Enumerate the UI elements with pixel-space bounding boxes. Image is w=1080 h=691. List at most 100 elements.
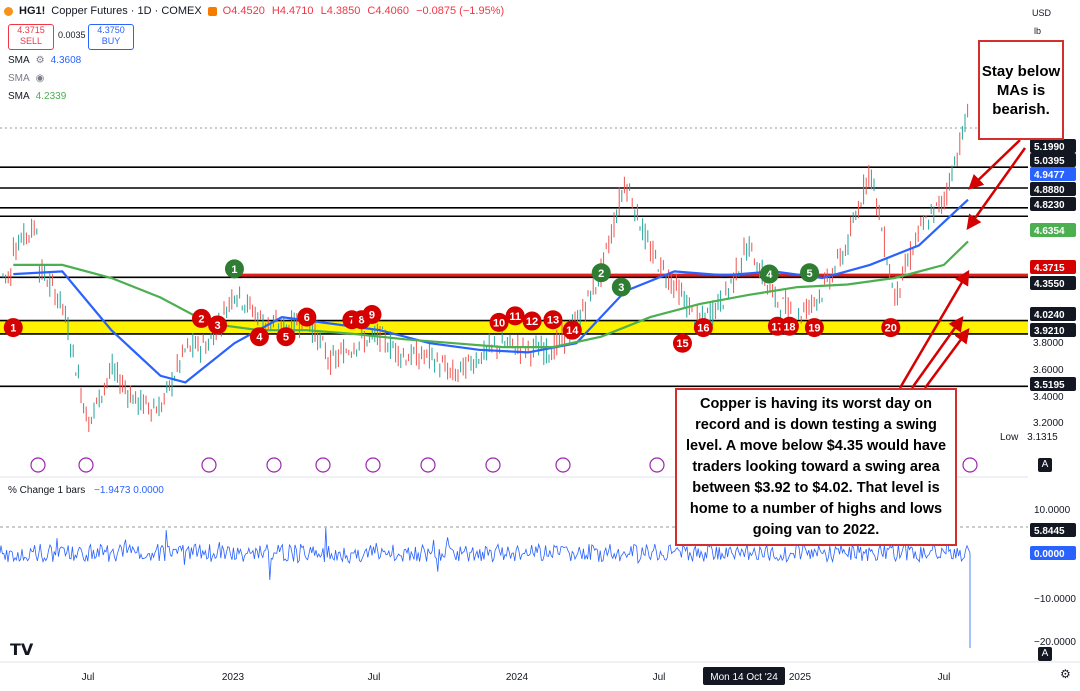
crosshair-date-label: Mon 14 Oct '24: [710, 672, 778, 683]
marker-label: 15: [676, 338, 688, 350]
marker-red-12: [522, 311, 542, 331]
x-tick-label: 2025: [789, 672, 812, 683]
price-label-bg: [1030, 276, 1076, 290]
buy-button[interactable]: 4.3750 BUY: [88, 24, 134, 50]
marker-label: 3: [214, 320, 220, 332]
price-label: 3.5195: [1034, 380, 1065, 391]
marker-label: 4: [766, 269, 773, 281]
symbol[interactable]: HG1!: [19, 5, 46, 17]
marker-red-9: [362, 305, 382, 325]
marker-label: 1: [10, 323, 16, 335]
pct-change-values: −1.9473 0.0000: [94, 485, 164, 496]
auto-scale-button-lower[interactable]: A: [1038, 647, 1052, 661]
indicator-sma-2[interactable]: SMA ◉: [8, 73, 44, 84]
indicator-sma-1[interactable]: SMA ⚙ 4.3608: [8, 55, 81, 66]
unit-label[interactable]: lb: [1034, 26, 1042, 36]
price-label: 3.9210: [1034, 326, 1065, 337]
marker-red-10: [489, 312, 509, 332]
pct-change-legend[interactable]: % Change 1 bars −1.9473 0.0000: [8, 485, 164, 496]
y-tick-label: 3.4000: [1033, 392, 1064, 403]
annotation-arrow: [923, 327, 970, 389]
marker-red-6: [297, 307, 317, 327]
event-icon: [365, 457, 381, 473]
marker-label: 8: [358, 315, 364, 327]
event-icon: [201, 457, 217, 473]
event-icon: [649, 457, 665, 473]
marker-label: 6: [304, 312, 310, 324]
eye-icon[interactable]: ◉: [35, 73, 45, 84]
price-label: 4.0240: [1034, 310, 1065, 321]
price-label: 5.1990: [1034, 142, 1065, 153]
x-tick-label: Jul: [368, 672, 381, 683]
indicator-sma-3[interactable]: SMA 4.2339: [8, 91, 66, 102]
buy-label: BUY: [101, 36, 121, 46]
price-label-bg: [1030, 307, 1076, 321]
change-value: −0.0875 (−1.95%): [416, 5, 505, 17]
pct-tick-label: −10.0000: [1034, 594, 1076, 605]
indicator-label: SMA: [8, 55, 30, 66]
indicator-value: 4.2339: [35, 91, 67, 102]
pct-label-bg: [1030, 546, 1076, 560]
marker-green-3: [611, 277, 631, 297]
marker-label: 13: [547, 315, 559, 327]
sma-blue-line: [13, 198, 969, 384]
low-value: L4.3850: [320, 5, 361, 17]
marker-label: 12: [526, 316, 538, 328]
pct-change-label: % Change 1 bars: [8, 485, 86, 496]
indicator-label: SMA: [8, 91, 30, 102]
marker-green-4: [759, 264, 779, 284]
marker-label: 2: [598, 268, 604, 280]
currency-label[interactable]: USD: [1032, 8, 1052, 18]
marker-red-16: [693, 318, 713, 338]
spread-value: 0.0035: [58, 30, 86, 40]
price-label: 5.0395: [1034, 156, 1065, 167]
ohlc-readout: O4.4520 H4.4710 L4.3850 C4.4060 −0.0875 …: [223, 5, 508, 17]
candles: [2, 103, 969, 433]
pct-change-line: [0, 527, 971, 648]
marker-label: 11: [509, 311, 521, 323]
annotation-arrow: [966, 147, 1027, 231]
price-label-bg: [1030, 323, 1076, 337]
symbol-icon: [4, 6, 13, 16]
annotation-main-box: Copper is having its worst day on record…: [675, 388, 957, 546]
settings-icon[interactable]: ⚙: [35, 55, 45, 66]
marker-label: 5: [283, 332, 289, 344]
price-label-bg: [1030, 377, 1076, 391]
indicator-value: 4.3608: [50, 55, 82, 66]
marker-label: 3: [618, 282, 624, 294]
marker-label: 20: [885, 323, 897, 335]
price-label-bg: [1030, 223, 1076, 237]
sell-button[interactable]: 4.3715 SELL: [8, 24, 54, 50]
marker-label: 2: [198, 313, 204, 325]
event-icon: [962, 457, 978, 473]
low-label: Low: [1000, 432, 1019, 443]
marker-label: 14: [566, 325, 579, 337]
marker-red-4: [249, 327, 269, 347]
price-label: 4.8880: [1034, 185, 1065, 196]
marker-label: 4: [256, 332, 263, 344]
x-tick-label: Jul: [82, 672, 95, 683]
price-label-bg: [1030, 182, 1076, 196]
price-label-bg: [1030, 153, 1076, 167]
indicator-label: SMA: [8, 73, 30, 84]
marker-red-2: [191, 308, 211, 328]
marker-label: 9: [369, 310, 375, 322]
pct-tick-label: 10.0000: [1034, 505, 1071, 516]
marker-label: 16: [697, 323, 709, 335]
marker-red-11: [505, 306, 525, 326]
crosshair-date-bg: [703, 667, 785, 685]
marker-red-5: [276, 327, 296, 347]
marker-red-1: [3, 318, 23, 338]
auto-scale-button[interactable]: A: [1038, 458, 1052, 472]
price-label-bg: [1030, 197, 1076, 211]
y-tick-label: 3.6000: [1033, 365, 1064, 376]
y-tick-label: 3.2000: [1033, 418, 1064, 429]
marker-label: 7: [349, 315, 355, 327]
price-label-bg: [1030, 260, 1076, 274]
marker-green-2: [591, 263, 611, 283]
sell-label: SELL: [19, 36, 43, 46]
y-tick-label: 3.8000: [1033, 338, 1064, 349]
settings-icon[interactable]: ⚙: [1060, 667, 1071, 681]
price-label-bg: [1030, 139, 1076, 153]
